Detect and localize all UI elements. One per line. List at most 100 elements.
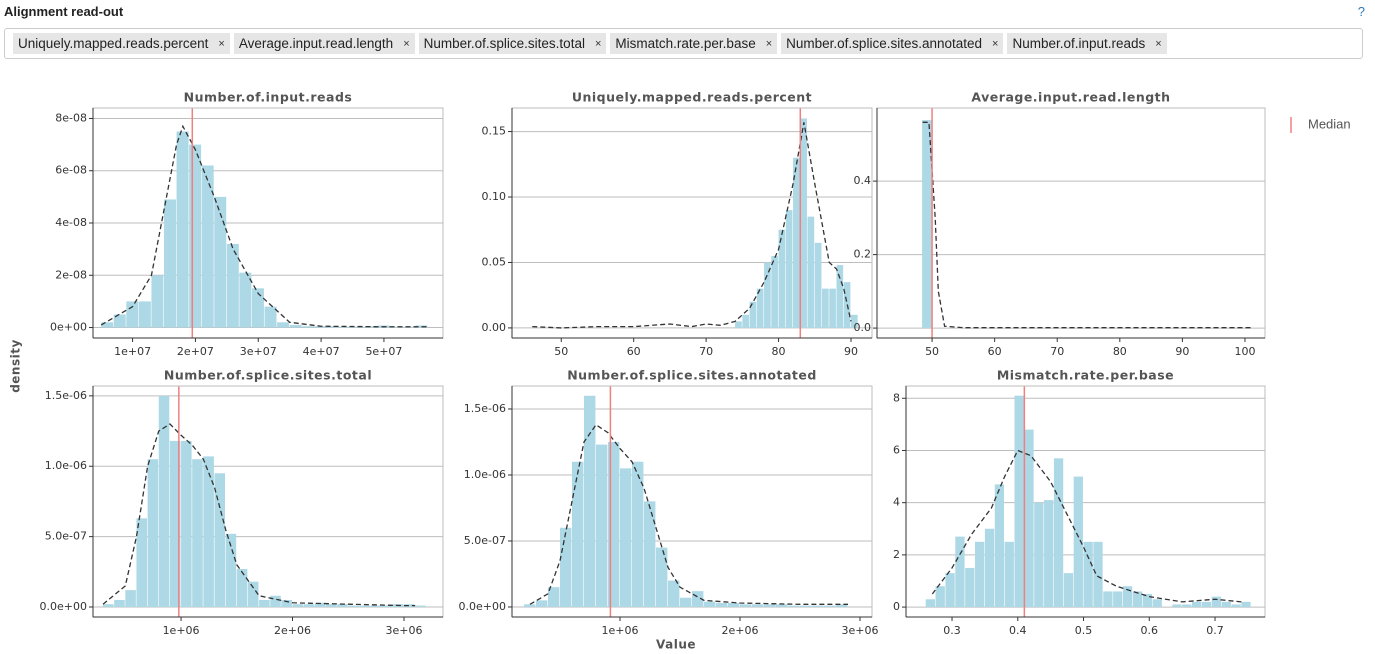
histogram-bar [994, 484, 1005, 608]
histogram-bar [289, 324, 302, 328]
histogram-bar [181, 440, 192, 608]
histogram-bar [1044, 500, 1054, 608]
histogram-bar [608, 441, 620, 607]
y-tick-label: 5.0e-07 [464, 534, 506, 547]
histogram-bar [292, 604, 304, 608]
y-tick-label: 0.0e+00 [40, 600, 87, 613]
subplot-title: Number.of.input.reads [184, 90, 353, 105]
x-tick-label: 50 [554, 345, 568, 358]
histogram-bar [314, 602, 326, 608]
subplot: Number.of.input.reads 0e+00 2e-08 4e-08 6e-0… [50, 90, 444, 358]
histogram-bar [632, 461, 644, 607]
y-tick-label: 0.15 [482, 125, 507, 138]
subplot: Average.input.read.length 0.0 0.2 0.4 50 60 70… [854, 90, 1266, 358]
tag-remove[interactable]: × [594, 37, 602, 50]
y-tick-label: 4e-08 [55, 216, 87, 229]
y-tick-label: 0.0 [854, 321, 872, 334]
histogram-bar [259, 599, 270, 608]
histogram-bar [680, 597, 692, 607]
histogram-bar [203, 456, 214, 608]
histogram-bar [788, 605, 800, 607]
tag[interactable]: Number.of.input.reads × [1007, 33, 1167, 54]
histogram-bar [214, 473, 226, 608]
histogram-bar [740, 604, 752, 607]
histogram-bar [381, 605, 393, 608]
x-tick-label: 2e+06 [722, 624, 759, 637]
y-tick-label: 2 [893, 548, 900, 561]
y-tick-label: 8e-08 [55, 111, 87, 124]
tag-label: Number.of.input.reads [1012, 36, 1146, 51]
histogram-bar [225, 533, 237, 608]
histogram-bar [337, 604, 348, 608]
histogram-bar [176, 131, 189, 328]
subplot: Number.of.splice.sites.annotated 0.0e+00 5… [459, 368, 879, 638]
histogram-bar [325, 604, 337, 608]
tag[interactable]: Mismatch.rate.per.base × [610, 33, 778, 54]
x-tick-label: 0.5 [1075, 624, 1093, 637]
histogram-bar [560, 527, 572, 607]
tag-remove[interactable]: × [765, 37, 773, 50]
x-tick-label: 4e+07 [303, 345, 340, 358]
subplot: Uniquely.mapped.reads.percent 0.00 0.05 0.1… [482, 90, 873, 358]
tag[interactable]: Number.of.splice.sites.total × [418, 33, 607, 54]
histogram-bar [1034, 502, 1044, 608]
y-tick-label: 0.0e+00 [459, 600, 506, 613]
density-curve [922, 121, 1252, 329]
histogram-bar [226, 243, 239, 328]
histogram-bar [668, 580, 680, 607]
tag-label: Number.of.splice.sites.annotated [786, 36, 983, 51]
x-tick-label: 0.4 [1009, 624, 1027, 637]
tag-remove[interactable]: × [403, 37, 410, 50]
subplot-title: Number.of.splice.sites.annotated [567, 368, 817, 383]
tag-input[interactable]: Uniquely.mapped.reads.percent × Average.in… [4, 28, 1363, 59]
y-tick-label: 4 [893, 496, 900, 509]
x-tick-label: 70 [699, 345, 713, 358]
legend-label: Median [1308, 116, 1351, 131]
tag-label: Mismatch.rate.per.base [615, 36, 756, 51]
y-tick-label: 2e-08 [55, 268, 87, 281]
histogram-bar [1192, 601, 1202, 608]
density-curve [532, 122, 852, 329]
tag[interactable]: Average.input.read.length × [233, 33, 415, 54]
tag-remove[interactable]: × [992, 37, 999, 50]
density-curve [931, 449, 1242, 603]
histogram-bar [1053, 458, 1064, 608]
histogram-bar [415, 325, 428, 328]
histogram-bar [1083, 541, 1093, 608]
histogram-bar [945, 573, 955, 608]
histogram-bar [264, 306, 277, 328]
tag[interactable]: Uniquely.mapped.reads.percent × [13, 33, 230, 54]
help-link[interactable]: ? [1357, 4, 1365, 19]
histogram-bar [935, 586, 945, 608]
y-axis-label: density [9, 339, 23, 393]
x-tick-label: 2e+07 [177, 345, 214, 358]
tag-remove[interactable]: × [1155, 37, 1162, 50]
histogram-bar [189, 144, 202, 328]
y-tick-label: 0.00 [482, 321, 507, 334]
tag[interactable]: Number.of.splice.sites.annotated × [781, 33, 1004, 54]
histogram-bar [1073, 476, 1083, 608]
y-tick-label: 0.2 [854, 248, 872, 261]
histogram-bar [169, 440, 181, 608]
tag-label: Average.input.read.length [238, 36, 394, 51]
histogram-bar [814, 242, 822, 328]
x-tick-label: 1e+06 [163, 624, 200, 637]
histogram-bar [785, 210, 793, 328]
histogram-bar [1172, 604, 1182, 608]
x-tick-label: 90 [1175, 345, 1189, 358]
histogram-bar [692, 591, 704, 607]
y-tick-label: 0.10 [482, 190, 507, 203]
histogram-bar [1221, 601, 1231, 608]
histogram-bar [836, 604, 848, 607]
tag-remove[interactable]: × [218, 37, 225, 50]
histogram-bar [1142, 594, 1152, 608]
subplot: Number.of.splice.sites.total 0.0e+00 5.0e-… [40, 368, 444, 637]
histogram-bar [620, 468, 632, 607]
x-tick-label: 50 [925, 345, 939, 358]
y-tick-label: 6 [893, 443, 900, 456]
histogram-bar [239, 272, 252, 328]
subplot-title: Number.of.splice.sites.total [164, 368, 372, 383]
